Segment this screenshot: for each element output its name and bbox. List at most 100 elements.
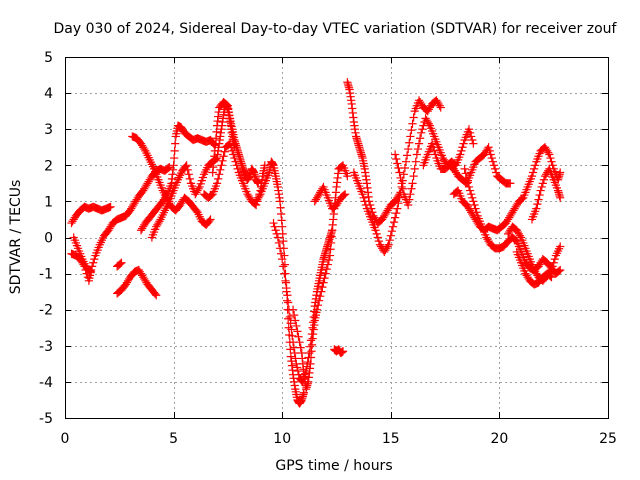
data-point xyxy=(169,161,178,170)
data-point-sample xyxy=(374,237,383,246)
chart-title: Day 030 of 2024, Sidereal Day-to-day VTE… xyxy=(54,21,618,37)
data-point-sample xyxy=(340,190,349,200)
data-point-sample xyxy=(471,204,480,213)
series-arc-19 xyxy=(419,139,515,188)
data-point-sample xyxy=(461,169,470,178)
data-point-sample xyxy=(407,184,416,193)
data-point-sample xyxy=(547,157,556,166)
series-arc-20 xyxy=(449,143,565,235)
data-point-sample xyxy=(275,244,285,253)
data-point xyxy=(371,226,380,235)
data-point-sample xyxy=(171,139,180,148)
data-point-sample xyxy=(232,161,241,170)
data-point-sample xyxy=(550,255,559,264)
data-point-sample xyxy=(395,193,404,202)
data-point-sample xyxy=(408,119,417,128)
data-points xyxy=(67,78,565,408)
series-arc-24 xyxy=(527,164,565,224)
data-point-sample xyxy=(283,291,292,300)
data-point-sample xyxy=(548,262,557,271)
data-point xyxy=(556,193,565,202)
data-point-sample xyxy=(409,113,418,122)
data-point-sample xyxy=(286,319,295,328)
data-point-sample xyxy=(290,348,299,358)
data-point-sample xyxy=(549,258,558,267)
data-point-sample xyxy=(392,154,401,164)
data-point xyxy=(469,197,478,206)
data-point xyxy=(464,125,474,134)
data-point xyxy=(406,132,415,141)
data-point-sample xyxy=(546,272,555,281)
data-point-sample xyxy=(219,152,228,161)
data-point-sample xyxy=(323,260,332,269)
data-point xyxy=(317,287,326,296)
series-arc-17 xyxy=(349,96,445,257)
data-point-sample xyxy=(394,199,403,208)
data-point xyxy=(547,265,556,275)
data-point xyxy=(292,359,301,368)
data-point-sample xyxy=(220,147,229,156)
data-point-sample xyxy=(393,159,402,168)
data-point-sample xyxy=(414,139,424,148)
data-point-sample xyxy=(285,330,294,340)
x-tick-label: 5 xyxy=(169,431,178,447)
data-point-sample xyxy=(214,174,223,183)
data-point-sample xyxy=(229,150,238,159)
data-point xyxy=(341,190,350,199)
data-point xyxy=(532,204,541,213)
data-point-sample xyxy=(394,163,403,173)
data-point-sample xyxy=(462,173,471,183)
data-point-sample xyxy=(409,172,418,181)
data-point xyxy=(106,202,115,211)
data-point-sample xyxy=(294,332,303,341)
data-point xyxy=(358,190,367,199)
data-point xyxy=(417,128,426,137)
data-point-sample xyxy=(164,163,173,173)
data-point-sample xyxy=(490,164,500,174)
y-tick-label: 4 xyxy=(44,86,53,102)
data-point-sample xyxy=(272,229,281,238)
data-point-sample xyxy=(274,238,284,248)
data-point-sample xyxy=(233,164,242,174)
data-point-sample xyxy=(116,259,125,268)
data-point-sample xyxy=(90,255,99,264)
data-point-sample xyxy=(467,132,476,141)
data-point-sample xyxy=(281,276,290,285)
data-point-sample xyxy=(391,213,400,222)
data-point-sample xyxy=(468,135,477,145)
data-point-sample xyxy=(293,366,303,376)
y-tick-label: -2 xyxy=(39,303,53,319)
data-point-sample xyxy=(361,200,370,210)
x-tick-label: 20 xyxy=(490,431,508,447)
data-point-sample xyxy=(392,209,401,218)
data-point xyxy=(86,267,96,276)
data-point-sample xyxy=(170,153,179,163)
data-point-sample xyxy=(546,153,555,163)
data-point xyxy=(388,222,398,231)
data-point-sample xyxy=(216,165,225,174)
data-point xyxy=(556,265,565,275)
data-point-sample xyxy=(463,178,473,187)
data-point-sample xyxy=(535,190,544,200)
series-arc-15 xyxy=(310,182,350,213)
data-point xyxy=(117,258,126,267)
data-point-sample xyxy=(372,229,381,238)
data-point-sample xyxy=(89,258,98,267)
data-point-sample xyxy=(406,190,415,199)
data-point xyxy=(484,143,493,152)
data-point-sample xyxy=(431,150,440,159)
y-tick-label: 2 xyxy=(44,158,53,174)
data-point-sample xyxy=(419,121,428,130)
data-point-sample xyxy=(531,161,540,170)
series-arc-16 xyxy=(343,78,404,228)
data-point xyxy=(269,218,278,228)
y-axis-label: SDTVAR / TECUs xyxy=(8,180,24,295)
axis-tick-labels: 0 5 10 15 20 25 -5 -4 -3 -2 -1 0 1 2 3 4 5 xyxy=(39,50,617,447)
data-point-sample xyxy=(405,195,414,204)
data-point-sample xyxy=(292,321,301,331)
data-point-sample xyxy=(319,278,328,287)
y-tick-label: 3 xyxy=(44,122,53,138)
data-point-sample xyxy=(465,128,475,137)
data-point-sample xyxy=(539,175,549,184)
